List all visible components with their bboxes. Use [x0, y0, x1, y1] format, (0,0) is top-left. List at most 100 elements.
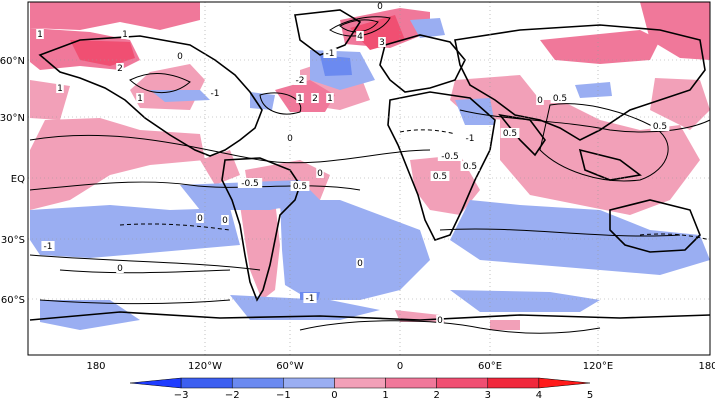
contour-label-bg: [303, 293, 317, 303]
anomaly-fills: [30, 2, 710, 330]
anomaly-region: [30, 118, 205, 210]
coastline: [578, 148, 642, 181]
colorbar-bin: [231, 377, 284, 389]
colorbar-tick-label: 2: [433, 390, 439, 400]
contour-line: [339, 19, 379, 33]
contour-label-bg: [436, 315, 444, 325]
colorbar-bin: [283, 377, 335, 389]
lat-tick-label: 60°S: [1, 295, 25, 306]
contour-line: [129, 72, 191, 94]
anomaly-region: [280, 200, 430, 300]
contour-label: 0: [287, 134, 293, 144]
contour-label-bg: [221, 215, 229, 225]
colorbar-bin: [538, 377, 591, 389]
contour-label-bg: [376, 1, 384, 11]
lon-tick-label: 180: [86, 361, 105, 372]
contour-label: 4: [357, 32, 363, 42]
lon-tick-label: 60°E: [478, 361, 502, 372]
map-frame: [27, 1, 711, 356]
contour-label: 0.5: [463, 162, 477, 172]
colorbar-bin: [436, 377, 489, 389]
contour-label-bg: [550, 93, 570, 103]
contour-label-bg: [290, 181, 310, 191]
contour-label: 1: [122, 30, 128, 40]
contour-label-bg: [296, 93, 304, 103]
contour-label-bg: [56, 83, 64, 93]
contour-label-bg: [316, 168, 324, 178]
contour-label: 1: [297, 94, 303, 104]
contour-label: 1: [37, 30, 43, 40]
contour-label-bg: [650, 121, 670, 131]
contour-line-negative: [639, 233, 711, 241]
anomaly-region: [250, 92, 275, 110]
contour-label-bg: [356, 31, 364, 41]
anomaly-region: [30, 205, 240, 258]
contour-label: 0: [177, 52, 183, 62]
coastline: [221, 157, 301, 302]
contour-label-bg: [500, 128, 520, 138]
colorbar-bin: [487, 377, 540, 389]
contour-label: -1: [211, 89, 220, 99]
anomaly-region: [275, 80, 335, 112]
lon-tick-label: 120°W: [188, 361, 222, 372]
contour-label: 0: [197, 214, 203, 224]
axis-ticks: 60°N 30°N EQ 30°S 60°S 180 120°W 60°W 0 60°E 120°E…: [0, 56, 715, 372]
contour-label-bg: [311, 93, 319, 103]
anomaly-region: [30, 2, 200, 30]
colorbar: −3 −2 −1 0 1 2 3 4 5: [129, 377, 593, 400]
coastline: [454, 24, 706, 141]
coastlines: [29, 9, 711, 321]
contour-line: [29, 254, 261, 271]
contour-label: 2: [312, 94, 318, 104]
colorbar-tick-label: −1: [276, 390, 291, 400]
colorbar-tick-label: 5: [587, 390, 593, 400]
contour-label-bg: [208, 88, 222, 98]
anomaly-region: [450, 290, 600, 312]
anomaly-region: [575, 82, 612, 98]
contour-label-bg: [437, 151, 463, 161]
contour-label-bg: [36, 29, 44, 39]
anomaly-region: [455, 98, 495, 125]
anomaly-region: [640, 2, 710, 60]
contour-label: 0: [357, 259, 363, 269]
contour-label: -1: [466, 134, 475, 144]
contour-label: -2: [296, 76, 305, 86]
contour-label-bg: [323, 48, 337, 58]
lon-tick-label: 120°E: [583, 361, 613, 372]
contour-label: 0: [437, 316, 443, 326]
lon-tick-label: 180: [698, 361, 715, 372]
colorbar-tick-label: 0: [331, 390, 337, 400]
colorbar-bin: [180, 377, 233, 389]
contour-label: -0.5: [241, 179, 259, 189]
contour-label: 1: [137, 94, 143, 104]
contour-lines: [29, 16, 711, 334]
anomaly-region: [500, 100, 700, 215]
anomaly-region: [410, 18, 445, 38]
anomaly-region: [490, 320, 520, 330]
lon-tick-label: 60°W: [276, 361, 304, 372]
anomaly-region: [350, 15, 405, 50]
lat-tick-label: 60°N: [0, 56, 25, 67]
contour-label-bg: [286, 133, 294, 143]
lat-tick-label: 30°N: [0, 113, 25, 124]
contour-line: [259, 92, 302, 115]
coastline: [294, 9, 362, 56]
contour-label: 2: [117, 64, 123, 74]
lat-tick-label: EQ: [11, 174, 25, 185]
contour-label: -1: [306, 294, 315, 304]
contour-line: [459, 109, 711, 133]
anomaly-region: [240, 200, 280, 300]
colorbar-bin: [385, 377, 437, 389]
contour-line: [329, 16, 391, 37]
contour-label-bg: [430, 171, 450, 181]
contour-label: 0.5: [653, 122, 667, 132]
coastline: [379, 34, 466, 93]
contour-label: -1: [326, 49, 335, 59]
contour-label: 0: [317, 169, 323, 179]
lon-tick-label: 0: [397, 361, 403, 372]
anomaly-region: [540, 30, 660, 64]
contour-label: 1: [327, 94, 333, 104]
contour-label: 0.5: [553, 94, 567, 104]
contour-line-negative: [119, 223, 231, 231]
